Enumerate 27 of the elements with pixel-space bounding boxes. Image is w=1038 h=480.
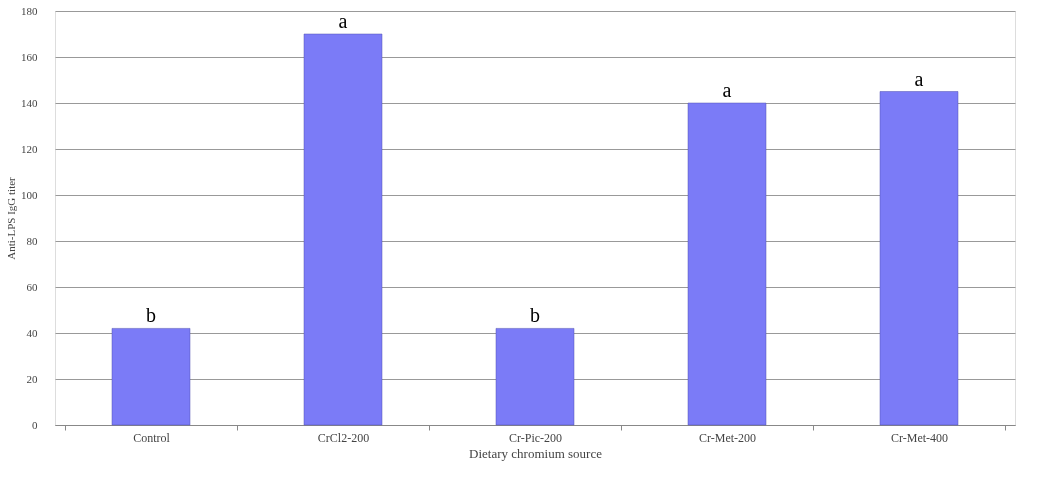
y-tick-label: 120 (21, 142, 38, 155)
y-tick-label: 20 (26, 372, 38, 385)
bar (111, 328, 191, 426)
y-tick-label: 60 (26, 280, 38, 293)
y-tick-label: 0 (32, 418, 38, 431)
x-tick-label: Cr-Pic-200 (508, 430, 563, 445)
y-axis-title: Anti-LPS IgG titer (5, 176, 17, 260)
y-tick-label: 180 (21, 4, 38, 17)
y-tick-label: 140 (21, 96, 38, 109)
x-axis-title: Dietary chromium source (469, 445, 603, 461)
bar (687, 102, 767, 426)
annotation: a (338, 10, 348, 32)
y-tick-label: 100 (21, 188, 38, 201)
x-tick-label: Cr-Met-400 (890, 430, 949, 445)
annotation: b (146, 304, 156, 327)
annotation: a (722, 79, 732, 101)
bar (303, 33, 383, 426)
annotation: b (530, 304, 540, 327)
annotation: a (914, 67, 924, 90)
x-tick-label: Control (133, 430, 171, 445)
bar (495, 328, 575, 426)
y-tick-label: 160 (21, 50, 38, 63)
y-tick-label: 40 (26, 326, 38, 339)
x-tick-label: Cr-Met-200 (698, 430, 757, 445)
x-tick-label: CrCl2-200 (317, 430, 370, 445)
y-tick-label: 80 (26, 234, 38, 247)
bar (879, 91, 959, 426)
